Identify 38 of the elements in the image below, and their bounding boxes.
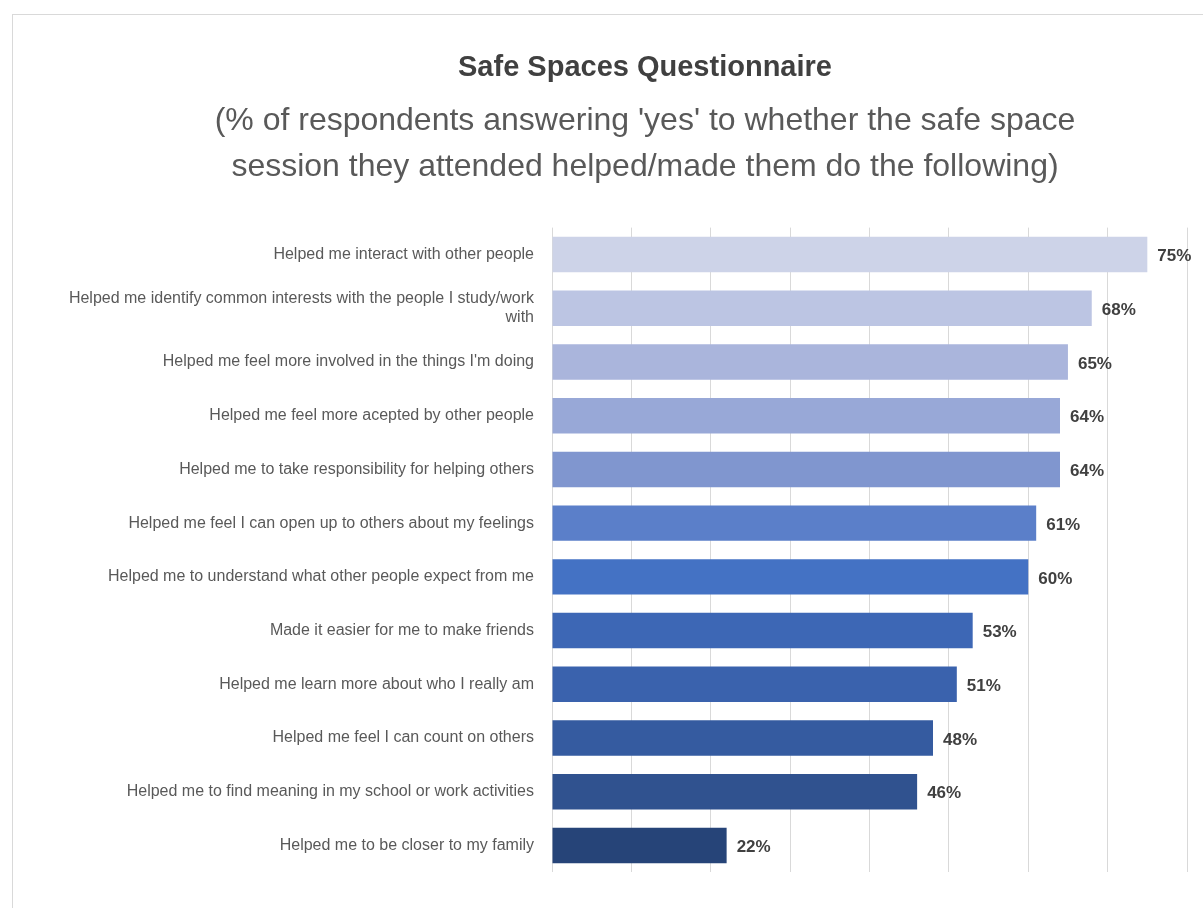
data-label: 51% xyxy=(966,676,1001,696)
data-label: 46% xyxy=(927,783,962,803)
chart-subtitle: (% of respondents answering 'yes' to whether the safe space session they attended helped/made them do the following) xyxy=(213,100,1077,185)
data-label: 61% xyxy=(1046,514,1081,534)
y-tick-label: Helped me to find meaning in my school or work activities xyxy=(126,782,534,800)
data-label: 22% xyxy=(736,837,771,857)
bar xyxy=(552,236,1148,273)
y-tick-label: Helped me feel more acepted by other people xyxy=(209,406,535,424)
data-label: 65% xyxy=(1077,353,1112,373)
y-tick-label: Helped me feel more involved in the things I'm doing xyxy=(162,352,534,370)
chart-title: Safe Spaces Questionnaire xyxy=(457,50,833,83)
y-tick-label: Made it easier for me to make friends xyxy=(269,621,534,639)
bar xyxy=(552,290,1092,326)
bar xyxy=(552,612,973,649)
y-tick-label: Helped me to take responsibility for helping others xyxy=(179,459,534,477)
y-tick-label: Helped me feel I can count on others xyxy=(272,728,534,746)
bar xyxy=(552,720,933,756)
y-tick-label: Helped me feel I can open up to others about my feelings xyxy=(128,513,534,531)
bar xyxy=(552,774,918,810)
y-tick-label: Helped me to be closer to my family xyxy=(279,835,534,853)
data-label: 64% xyxy=(1070,461,1105,481)
bar xyxy=(552,666,957,703)
y-tick-label: Helped me identify common interests with the people I study/work with xyxy=(68,289,535,326)
bar xyxy=(552,344,1068,380)
bar xyxy=(552,505,1037,541)
bar xyxy=(552,397,1060,434)
y-tick-label: Helped me learn more about who I really am xyxy=(219,674,534,692)
y-tick-label: Helped me interact with other people xyxy=(273,244,535,262)
data-label: 53% xyxy=(982,622,1017,642)
bar xyxy=(552,827,727,864)
data-label: 68% xyxy=(1101,299,1136,319)
data-label: 64% xyxy=(1070,407,1105,427)
bar xyxy=(552,559,1029,595)
bar xyxy=(552,451,1060,488)
data-label: 75% xyxy=(1157,246,1192,266)
data-label: 60% xyxy=(1038,568,1073,588)
y-tick-label: Helped me to understand what other people expect from me xyxy=(107,567,535,585)
data-label: 48% xyxy=(943,729,978,749)
